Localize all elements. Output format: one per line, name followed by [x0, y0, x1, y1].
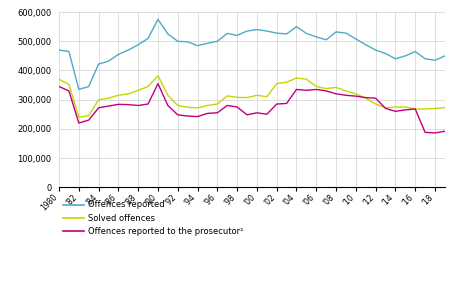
- Legend: Offences reported, Solved offences, Offences reported to the prosecutor¹: Offences reported, Solved offences, Offe…: [63, 201, 244, 236]
